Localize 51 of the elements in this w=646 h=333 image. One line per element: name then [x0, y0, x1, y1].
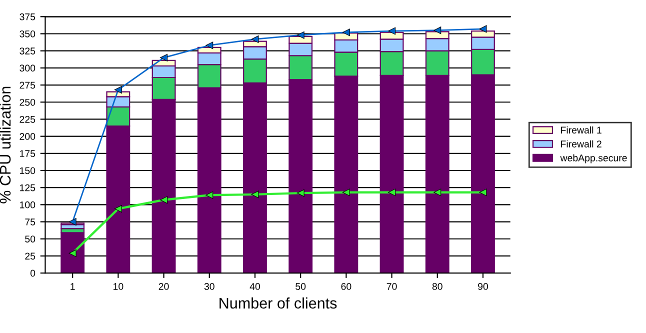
- y-tick-label: 375: [20, 13, 36, 20]
- point: [114, 205, 122, 213]
- point: [160, 54, 168, 62]
- point: [114, 86, 122, 94]
- point: [434, 188, 442, 196]
- x-tick-label: 80: [432, 283, 442, 290]
- x-tick-label: 10: [114, 283, 124, 290]
- point: [434, 26, 442, 34]
- y-tick-label: 0: [30, 270, 36, 277]
- y-tick-label: 50: [25, 236, 36, 242]
- legend-label: webApp.secure: [560, 154, 627, 164]
- point: [388, 27, 396, 35]
- x-tick-label: 1: [70, 283, 75, 290]
- point: [342, 28, 350, 36]
- point: [68, 249, 76, 257]
- y-tick-label: 350: [20, 30, 36, 38]
- point: [342, 188, 350, 196]
- y-tick-label: 200: [20, 133, 36, 140]
- x-tick-label: 20: [158, 283, 169, 290]
- bar: [60, 232, 85, 274]
- y-tick-label: 25: [25, 252, 36, 260]
- point: [68, 218, 76, 226]
- legend-label: Firewall 2: [561, 140, 602, 148]
- x-tick-label: 70: [386, 283, 397, 290]
- point: [388, 188, 396, 196]
- point: [296, 189, 304, 197]
- x-tick-label: 40: [250, 283, 260, 290]
- x-tick-label: 60: [341, 283, 352, 290]
- x-tick-label: 50: [296, 283, 306, 290]
- point: [479, 25, 487, 33]
- point: [296, 31, 304, 39]
- point: [479, 188, 487, 196]
- x-tick-label: 30: [204, 283, 214, 290]
- y-tick-label: 300: [20, 64, 36, 72]
- y-tick-label: 225: [20, 116, 36, 123]
- y-tick-label: 75: [25, 218, 36, 226]
- legend-label: Firewall 1: [561, 126, 602, 134]
- point: [251, 190, 259, 198]
- point: [160, 196, 168, 204]
- y-tick-label: 175: [20, 150, 36, 158]
- y-tick-label: 125: [20, 184, 36, 192]
- x-axis-title: Number of clients: [220, 297, 337, 309]
- x-tick-label: 90: [478, 283, 488, 290]
- y-tick-label: 150: [20, 167, 36, 174]
- y-tick-label: 250: [20, 98, 36, 106]
- point: [206, 42, 214, 50]
- y-tick-label: 325: [20, 48, 36, 54]
- y-tick-label: 100: [20, 201, 36, 208]
- point: [206, 191, 214, 199]
- y-tick-label: 275: [20, 82, 36, 89]
- point: [251, 35, 259, 43]
